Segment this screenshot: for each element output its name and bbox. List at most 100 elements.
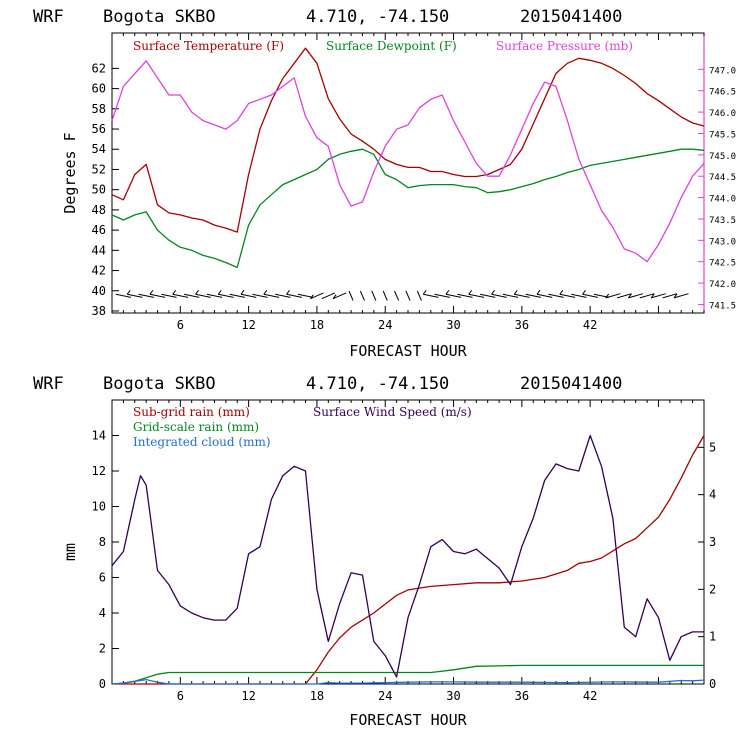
y2-tick-label: 746.5 — [709, 88, 736, 98]
wind-barb — [434, 293, 450, 298]
series-line-surface-wind-speed-m-s — [111, 434, 704, 678]
header-run-2: 2015041400 — [520, 374, 622, 394]
y-tick-label: 12 — [92, 464, 106, 478]
wind-barb — [286, 293, 302, 298]
plot-area-1 — [111, 32, 705, 314]
y2-tick-label: 0 — [709, 677, 716, 691]
y-tick-label: 62 — [92, 61, 106, 75]
wind-barb-flag — [536, 289, 541, 295]
wind-barb-flag — [332, 294, 337, 300]
wind-barb — [536, 293, 553, 298]
header-run: 2015041400 — [520, 7, 622, 27]
y2-tick-label: 745.5 — [709, 130, 736, 140]
y2-tick-label: 743.5 — [709, 216, 736, 226]
wind-barb — [571, 293, 587, 298]
y-tick-label: 0 — [99, 677, 106, 691]
wind-barb — [348, 290, 354, 301]
y-tick-label: 60 — [92, 82, 106, 96]
y2-ticks-1: 741.5 742.0 742.5 743.0 743.5 744.0 744.5 745.0… — [698, 66, 736, 311]
wind-barb-flag — [513, 289, 518, 295]
y-tick-label: 40 — [92, 284, 106, 298]
header-station: Bogota SKBO — [103, 7, 216, 27]
x-tick-label: 42 — [583, 318, 597, 332]
x-tick-label: 24 — [378, 689, 392, 703]
series-line-sub-grid-rain-mm — [112, 435, 705, 685]
wind-barb — [275, 293, 291, 298]
wind-barb — [195, 293, 211, 298]
wind-barb — [149, 293, 166, 298]
wind-barb — [371, 290, 377, 301]
wind-barb-flag — [149, 289, 154, 295]
series-line-surface-pressure-mb — [111, 60, 705, 263]
x-tick-label: 36 — [515, 318, 529, 332]
legend-subgrid-rain: Sub-grid rain (mm) — [133, 405, 250, 419]
series-line-surface-temperature-f — [111, 47, 705, 233]
x-tick-label: 18 — [310, 689, 324, 703]
header-model-2: WRF — [33, 374, 64, 394]
wind-barb — [394, 290, 400, 301]
y-ticks-1: 38 40 42 44 46 48 50 52 54 56 58 60 62 — [92, 61, 119, 318]
wind-barb — [559, 293, 576, 298]
y-tick-label: 48 — [92, 203, 106, 217]
wind-barb-flag — [582, 289, 586, 295]
x-axis-label-1: FORECAST HOUR — [349, 342, 467, 360]
wind-barb — [252, 293, 268, 298]
y-tick-label: 42 — [92, 264, 106, 278]
legend-2: Sub-grid rain (mm) Grid-scale rain (mm) … — [133, 405, 472, 449]
wind-barb — [382, 290, 388, 301]
y2-ticks-2: 0 1 2 3 4 5 — [698, 440, 716, 691]
wind-barbs — [115, 289, 689, 301]
wind-barb-flag — [491, 289, 495, 295]
wind-barb-flag — [263, 289, 268, 295]
series-line-surface-dewpoint-f — [111, 148, 705, 269]
wind-barb-flag — [217, 289, 222, 295]
y-tick-label: 2 — [99, 642, 106, 656]
y2-tick-label: 744.5 — [709, 173, 736, 183]
y-tick-label: 10 — [92, 500, 106, 514]
wind-barb — [297, 293, 314, 298]
wind-barb-flag — [559, 289, 564, 295]
series-1 — [111, 47, 705, 269]
wind-barb — [127, 293, 143, 298]
legend-grid-rain: Grid-scale rain (mm) — [133, 420, 259, 434]
legend-temperature: Surface Temperature (F) — [133, 39, 284, 53]
header-coords: 4.710, -74.150 — [306, 7, 449, 27]
x-tick-label: 6 — [177, 689, 184, 703]
y-tick-label: 44 — [92, 243, 106, 257]
y-tick-label: 46 — [92, 223, 106, 237]
wind-barb — [310, 292, 324, 300]
wind-barb — [416, 290, 422, 301]
y-tick-label: 54 — [92, 142, 106, 156]
y-tick-label: 14 — [92, 429, 106, 443]
wind-barb — [616, 293, 632, 299]
legend-dewpoint: Surface Dewpoint (F) — [326, 39, 457, 53]
wind-barb — [445, 293, 462, 298]
panel-precipitation: WRF Bogota SKBO 4.710, -74.150 201504140… — [33, 374, 716, 729]
y-tick-label: 52 — [92, 162, 106, 176]
wind-barb — [628, 293, 644, 299]
wind-barb — [457, 293, 473, 298]
x-ticks-1: 6 12 18 24 30 36 42 — [111, 33, 705, 332]
header-coords-2: 4.710, -74.150 — [306, 374, 449, 394]
y2-tick-label: 742.0 — [709, 280, 736, 290]
wind-barb-flag — [195, 289, 199, 295]
wind-barb-flag — [445, 289, 450, 295]
legend-1: Surface Temperature (F) Surface Dewpoint… — [133, 39, 633, 53]
panel-temperature: WRF Bogota SKBO 4.710, -74.150 201504140… — [33, 7, 736, 360]
wind-barb — [172, 293, 188, 298]
legend-pressure: Surface Pressure (mb) — [496, 39, 633, 53]
wind-barb — [605, 293, 621, 299]
x-tick-label: 36 — [515, 689, 529, 703]
x-tick-label: 42 — [583, 689, 597, 703]
wind-barb — [651, 293, 666, 299]
y-tick-label: 50 — [92, 183, 106, 197]
wind-barb-flag — [468, 289, 473, 295]
y2-tick-label: 742.5 — [709, 259, 736, 269]
y-tick-label: 56 — [92, 122, 106, 136]
wind-barb — [662, 293, 678, 299]
y2-tick-label: 741.5 — [709, 301, 736, 311]
y-tick-label: 6 — [99, 571, 106, 585]
wind-barb — [263, 293, 280, 298]
wind-barb — [229, 293, 245, 298]
